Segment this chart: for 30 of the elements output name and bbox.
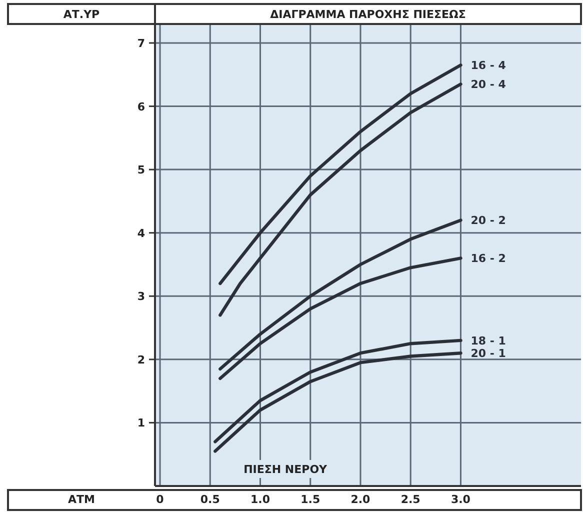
line-series	[214, 338, 462, 444]
series-label: 16 - 4	[470, 59, 506, 72]
line-series	[218, 218, 462, 371]
series-label: 16 - 2	[470, 252, 506, 266]
text: ΑΤΜ	[68, 493, 95, 506]
chart-title: ΔΙΑΓΡΑΜΜΑ ΠΑΡΟΧΗΣ ΠΙΕΣΕΩΣ	[270, 8, 466, 21]
x-tick-label: 2.0	[350, 493, 371, 506]
line-series	[214, 351, 462, 453]
x-tick-label: 2.5	[400, 493, 420, 506]
x-tick-label: 0	[156, 493, 164, 506]
x-axis-title: ΠΙΕΣΗ ΝΕΡΟΥ	[244, 463, 328, 476]
line-series	[218, 64, 462, 286]
y-axis-title: ΑΤ.ΥΡ	[63, 8, 100, 21]
x-tick-label: 1.5	[300, 493, 320, 506]
x-tick-label: 3.0	[450, 493, 471, 506]
series-label: 20 - 1	[470, 347, 506, 360]
y-tick-label: 6	[137, 100, 146, 114]
line-series	[218, 82, 462, 317]
x-tick-label: 0.5	[200, 493, 220, 506]
x-tick-label: 1.0	[250, 493, 270, 506]
y-tick-label: 4	[137, 226, 146, 240]
series-label: 18 - 1	[470, 334, 506, 348]
y-tick-label: 1	[137, 416, 145, 430]
y-tick-label: 3	[137, 290, 145, 304]
y-tick-label: 2	[137, 353, 145, 366]
y-tick-label: 7	[137, 36, 145, 50]
y-tick-label: 5	[137, 164, 145, 177]
series-label: 20 - 2	[470, 214, 506, 228]
line-series	[218, 256, 462, 380]
series-label: 20 - 4	[470, 78, 506, 92]
